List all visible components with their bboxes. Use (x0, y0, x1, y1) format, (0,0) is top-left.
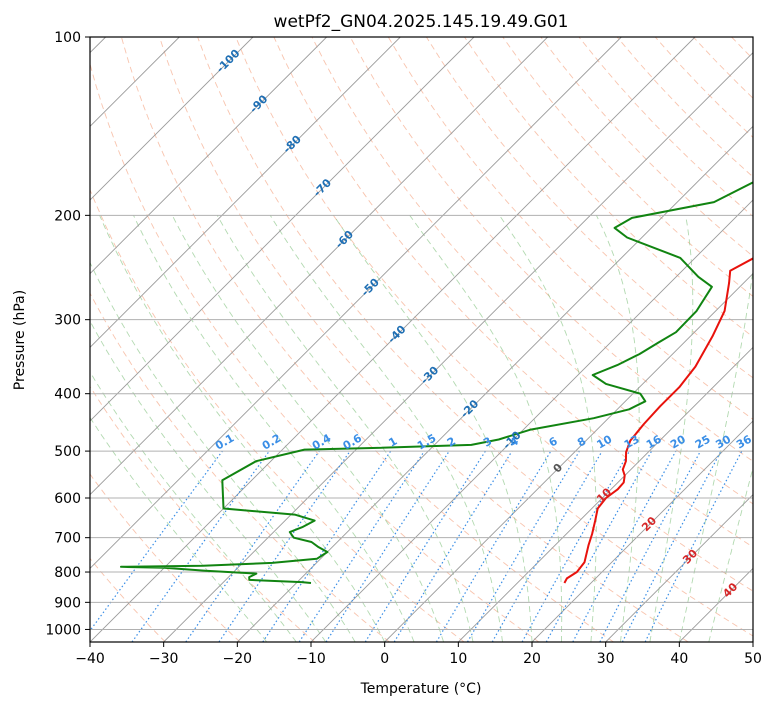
isotherm-line (531, 420, 753, 642)
y-axis-label: Pressure (hPa) (12, 290, 28, 390)
isotherm-line (90, 37, 401, 348)
x-tick-label: −20 (223, 651, 253, 667)
moist-adiabat (595, 215, 640, 642)
moist-adiabat (678, 266, 753, 642)
y-tick-label: 200 (54, 208, 81, 224)
isotherm-line (90, 37, 327, 275)
mixing-ratio-line (131, 450, 270, 642)
dry-adiabat (90, 62, 540, 642)
moist-adiabat (90, 320, 327, 642)
y-tick-label: 1000 (45, 622, 81, 638)
mixing-ratio-line (545, 450, 653, 642)
x-tick-label: 50 (744, 651, 762, 667)
chart-title: wetPf2_GN04.2025.145.19.49.G01 (274, 12, 569, 32)
moist-adiabat (171, 215, 445, 642)
y-tick-label: 700 (54, 531, 81, 547)
dry-adiabat (235, 37, 753, 592)
temperature-line (563, 257, 753, 584)
dry-adiabat (349, 37, 753, 462)
x-tick-label: 30 (597, 651, 615, 667)
mixing-ratio-line (644, 450, 743, 642)
moist-adiabat (216, 215, 474, 642)
dry-adiabat (273, 37, 753, 548)
mixing-ratio-line (218, 450, 351, 642)
plot-background (90, 37, 753, 642)
x-axis: −40 −30 −20 −10 0 10 20 30 40 50 (75, 642, 762, 667)
dewpoint-line (120, 181, 753, 584)
mixing-ratio-line (572, 450, 677, 642)
dry-adiabat (387, 37, 753, 420)
dry-adiabat (464, 37, 753, 338)
y-tick-label: 900 (54, 595, 81, 611)
mixing-ratio-line (325, 450, 450, 642)
x-tick-label: 40 (670, 651, 688, 667)
mixing-ratio-line (393, 450, 513, 642)
moist-adiabat (90, 416, 268, 642)
dry-adiabat (90, 188, 465, 642)
moist-adiabat (649, 215, 694, 642)
isotherm-line (384, 273, 753, 642)
background-lines (90, 37, 753, 642)
isotherm-line (90, 37, 475, 422)
dry-adiabat (159, 37, 689, 642)
isotherm-line (90, 37, 254, 201)
dry-adiabat (90, 385, 315, 642)
moist-adiabat (333, 215, 533, 642)
isotherm-line (752, 641, 753, 642)
isotherm-line (90, 37, 696, 642)
isotherm-line (605, 494, 753, 642)
dry-adiabat (90, 292, 390, 642)
x-tick-label: 10 (449, 651, 467, 667)
isotherm-line (90, 37, 548, 496)
y-tick-label: 600 (54, 491, 81, 507)
moist-adiabat (269, 215, 503, 642)
y-tick-label: 400 (54, 387, 81, 403)
mixing-ratio-line (90, 450, 223, 632)
isotherm-line (90, 37, 622, 569)
y-axis: 100 200 300 400 500 600 700 800 900 1000 (45, 30, 90, 638)
moist-adiabat (99, 215, 386, 642)
isotherm-line (310, 199, 753, 642)
dry-adiabat (502, 37, 753, 297)
x-tick-label: 0 (380, 651, 389, 667)
mixing-ratio-label: 36 (734, 432, 754, 451)
moist-adiabat (133, 215, 415, 642)
dry-adiabat (311, 37, 753, 505)
x-tick-label: 20 (523, 651, 541, 667)
y-tick-label: 800 (54, 565, 81, 581)
isotherm-line (458, 346, 753, 642)
isotherm-line (163, 52, 753, 642)
plot-frame (89, 36, 754, 643)
isotherm-line (237, 125, 753, 642)
dry-adiabat (90, 473, 241, 642)
x-tick-label: −40 (75, 651, 105, 667)
dry-adiabat (120, 37, 614, 642)
y-tick-label: 300 (54, 313, 81, 329)
mixing-ratio-line (185, 450, 320, 642)
y-tick-label: 100 (54, 30, 81, 46)
moist-adiabat (90, 371, 297, 642)
dry-adiabat (426, 37, 753, 379)
mixing-ratio-line (298, 450, 425, 642)
mixing-ratio-line (262, 450, 392, 642)
moist-adiabat (409, 215, 563, 642)
profile-lines (120, 181, 753, 584)
x-axis-label: Temperature (°C) (360, 681, 482, 697)
x-tick-label: −30 (149, 651, 179, 667)
x-tick-label: −10 (296, 651, 326, 667)
y-tick-label: 500 (54, 444, 81, 460)
moist-adiabat (90, 261, 356, 642)
mixing-ratio-line (521, 450, 631, 642)
